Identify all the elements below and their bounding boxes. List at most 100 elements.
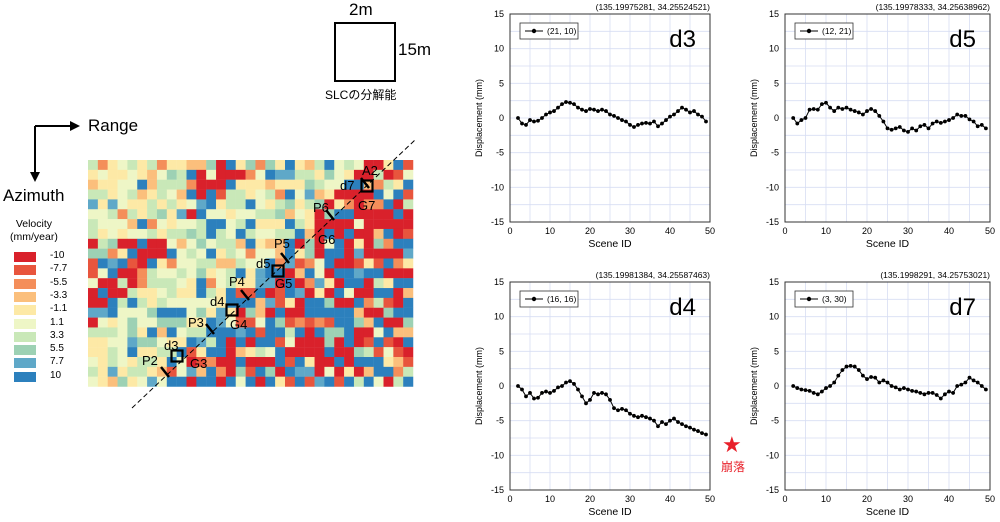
legend-swatch	[14, 358, 36, 369]
velocity-cell	[383, 307, 394, 318]
point-box	[360, 179, 374, 193]
data-point	[596, 392, 600, 397]
data-point	[856, 368, 861, 372]
velocity-cell	[383, 228, 394, 239]
velocity-cell	[147, 209, 158, 220]
velocity-cell	[403, 219, 414, 230]
data-point	[556, 385, 560, 390]
data-point	[963, 114, 968, 118]
velocity-cell	[275, 297, 286, 308]
velocity-cell	[156, 209, 167, 220]
velocity-cell	[147, 307, 158, 318]
data-point	[680, 105, 684, 110]
velocity-cell	[166, 317, 177, 328]
y-tick-label: 10	[769, 44, 779, 54]
velocity-cell	[334, 337, 345, 348]
velocity-cell	[393, 238, 404, 249]
velocity-cell	[314, 366, 325, 377]
legend-title-line2: (mm/year)	[10, 231, 58, 243]
velocity-cell	[373, 248, 384, 259]
velocity-cell	[127, 366, 138, 377]
velocity-cell	[216, 376, 227, 387]
velocity-cell	[324, 366, 335, 377]
velocity-cell	[216, 189, 227, 200]
velocity-cell	[117, 288, 128, 299]
velocity-cell	[373, 179, 384, 190]
velocity-cell	[383, 278, 394, 289]
velocity-cell	[156, 248, 167, 259]
x-tick-label: 40	[665, 226, 675, 236]
velocity-cell	[225, 219, 236, 230]
velocity-cell	[245, 357, 256, 368]
data-point	[576, 387, 580, 392]
velocity-cell	[176, 327, 187, 338]
velocity-cell	[137, 199, 148, 210]
velocity-cell	[235, 160, 246, 171]
velocity-cell	[294, 160, 305, 171]
velocity-cell	[373, 278, 384, 289]
data-point	[688, 425, 692, 430]
velocity-cell	[245, 219, 256, 230]
data-point	[852, 109, 857, 113]
velocity-cell	[334, 366, 345, 377]
velocity-cell	[245, 337, 256, 348]
velocity-cell	[285, 366, 296, 377]
velocity-cell	[156, 297, 167, 308]
velocity-cell	[97, 169, 108, 180]
velocity-cell	[324, 337, 335, 348]
velocity-cell	[353, 347, 364, 358]
velocity-cell	[275, 258, 286, 269]
velocity-cell	[137, 366, 148, 377]
data-point	[592, 391, 596, 395]
data-point	[984, 387, 988, 392]
velocity-cell	[314, 278, 325, 289]
x-tick-label: 40	[665, 494, 675, 504]
velocity-cell	[265, 288, 276, 299]
velocity-cell	[127, 347, 138, 358]
y-axis-label: Displacement (mm)	[749, 347, 759, 425]
velocity-cell	[344, 288, 355, 299]
velocity-cell	[294, 376, 305, 387]
y-tick-label: 15	[494, 277, 504, 287]
y-tick-label: 10	[769, 312, 779, 322]
data-point	[600, 391, 604, 395]
velocity-cell	[324, 258, 335, 269]
data-point	[628, 411, 632, 416]
velocity-cell	[117, 169, 128, 180]
y-tick-label: 15	[494, 9, 504, 19]
velocity-cell	[324, 248, 335, 259]
data-point	[540, 116, 544, 120]
velocity-cell	[147, 169, 158, 180]
velocity-cell	[235, 258, 246, 269]
chart-coordinate: (135.19981384, 34.25587463)	[596, 270, 711, 280]
velocity-cell	[97, 327, 108, 338]
velocity-cell	[117, 337, 128, 348]
x-tick-label: 0	[782, 226, 787, 236]
velocity-cell	[117, 219, 128, 230]
velocity-cell	[314, 337, 325, 348]
velocity-cell	[255, 297, 266, 308]
resolution-cell	[334, 22, 396, 82]
velocity-cell	[304, 219, 315, 230]
data-point	[906, 129, 910, 134]
velocity-cell	[265, 376, 276, 387]
velocity-cell	[393, 199, 404, 210]
velocity-cell	[137, 327, 148, 338]
data-point	[791, 116, 796, 120]
data-point	[536, 395, 540, 400]
velocity-cell	[107, 238, 118, 249]
data-point	[955, 112, 960, 117]
velocity-cell	[186, 189, 197, 200]
velocity-cell	[176, 238, 187, 249]
velocity-cell	[166, 337, 177, 348]
velocity-cell	[176, 307, 187, 318]
velocity-cell	[97, 209, 108, 220]
velocity-cell	[127, 189, 138, 200]
velocity-cell	[97, 337, 108, 348]
data-point	[652, 418, 656, 423]
velocity-cell	[107, 317, 118, 328]
data-point	[604, 109, 608, 113]
velocity-cell	[88, 337, 99, 348]
velocity-cell	[216, 278, 227, 289]
velocity-cell	[137, 160, 148, 171]
